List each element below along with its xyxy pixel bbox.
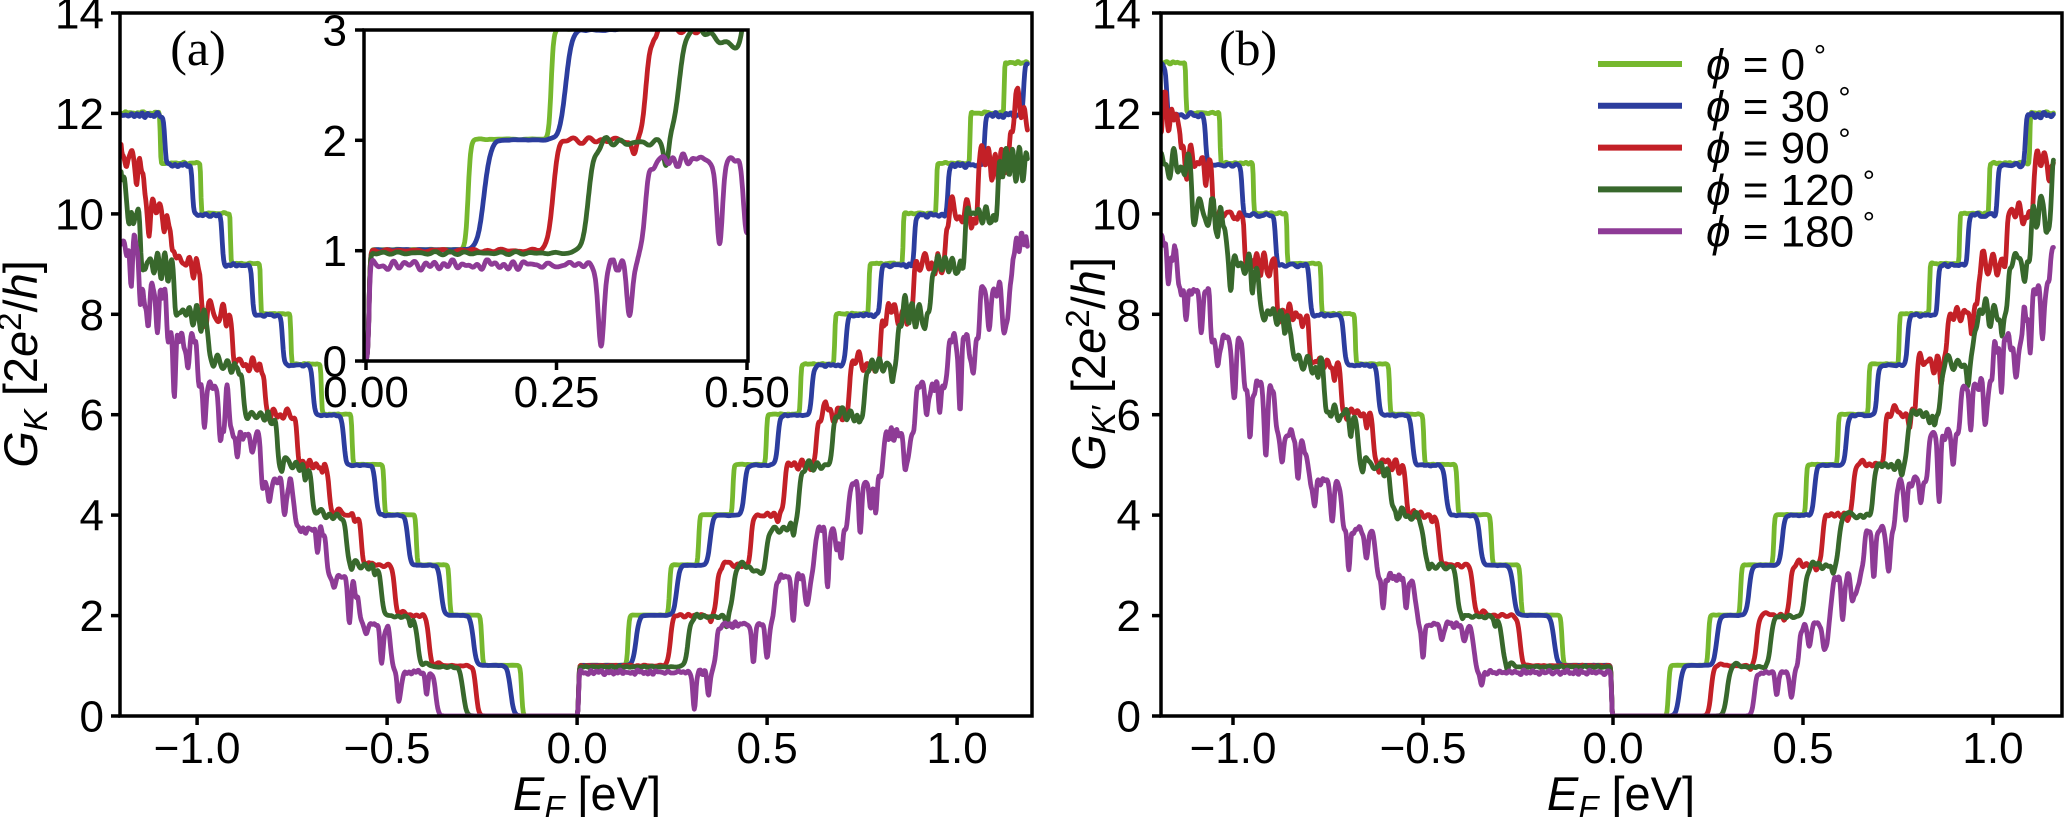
svg-text:−0.5: −0.5 — [344, 724, 431, 773]
svg-text:ϕ = 180 °: ϕ = 180 ° — [1706, 206, 1875, 257]
svg-text:0.5: 0.5 — [737, 724, 798, 773]
svg-text:10: 10 — [55, 190, 104, 239]
svg-text:ϕ = 90 °: ϕ = 90 ° — [1706, 122, 1851, 173]
svg-text:4: 4 — [80, 492, 104, 541]
svg-text:ϕ = 120 °: ϕ = 120 ° — [1706, 164, 1875, 215]
svg-text:(b): (b) — [1219, 20, 1277, 76]
svg-text:GK′ [2e2/h]: GK′ [2e2/h] — [1059, 257, 1122, 471]
svg-text:0.00: 0.00 — [323, 368, 409, 417]
svg-text:3: 3 — [323, 7, 347, 56]
svg-text:0.0: 0.0 — [1582, 724, 1643, 773]
svg-text:0: 0 — [1117, 693, 1141, 742]
svg-text:8: 8 — [80, 291, 104, 340]
svg-text:8: 8 — [1117, 291, 1141, 340]
svg-text:0.50: 0.50 — [704, 368, 790, 417]
svg-text:ϕ = 30 °: ϕ = 30 ° — [1706, 80, 1851, 131]
svg-text:1.0: 1.0 — [1962, 724, 2023, 773]
svg-text:0.25: 0.25 — [514, 368, 600, 417]
svg-text:0.0: 0.0 — [547, 724, 608, 773]
svg-text:1.0: 1.0 — [927, 724, 988, 773]
svg-text:0: 0 — [323, 338, 347, 387]
svg-text:−0.5: −0.5 — [1380, 724, 1467, 773]
svg-text:−1.0: −1.0 — [1190, 724, 1277, 773]
svg-text:12: 12 — [1092, 90, 1141, 139]
svg-text:EF [eV]: EF [eV] — [513, 767, 661, 817]
svg-text:EF [eV]: EF [eV] — [1547, 767, 1695, 817]
svg-text:6: 6 — [80, 391, 104, 440]
svg-text:2: 2 — [80, 592, 104, 641]
svg-text:2: 2 — [1117, 592, 1141, 641]
svg-text:4: 4 — [1117, 492, 1141, 541]
svg-text:14: 14 — [1092, 0, 1141, 39]
svg-text:GK [2e2/h]: GK [2e2/h] — [0, 260, 54, 468]
svg-text:2: 2 — [323, 117, 347, 166]
svg-text:−1.0: −1.0 — [154, 724, 241, 773]
svg-text:1: 1 — [323, 227, 347, 276]
svg-text:0: 0 — [80, 693, 104, 742]
svg-text:ϕ = 0 °: ϕ = 0 ° — [1706, 39, 1826, 90]
svg-text:0.5: 0.5 — [1772, 724, 1833, 773]
svg-text:14: 14 — [55, 0, 104, 39]
svg-text:10: 10 — [1092, 190, 1141, 239]
svg-text:(a): (a) — [170, 20, 226, 76]
svg-text:6: 6 — [1117, 391, 1141, 440]
svg-text:12: 12 — [55, 90, 104, 139]
